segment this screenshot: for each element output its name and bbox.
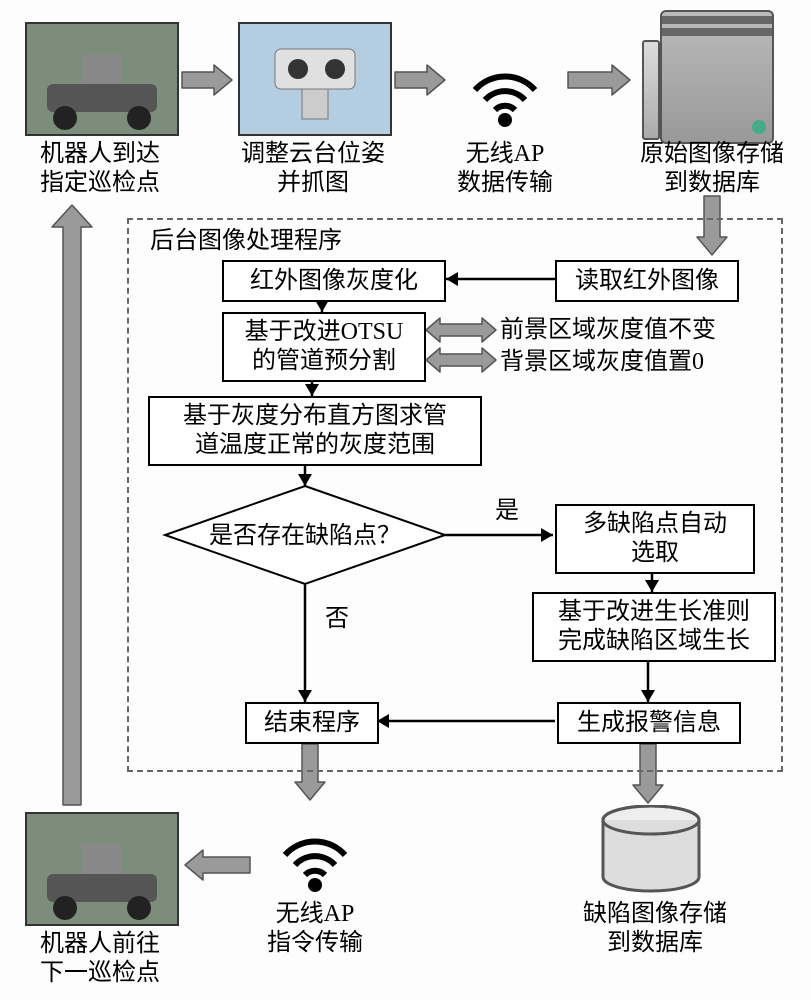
box-end: 结束程序 <box>245 702 379 744</box>
icon-wifi-bottom <box>260 800 370 895</box>
icon-db <box>596 805 706 895</box>
lbl-wifi-bottom: 无线AP 指令传输 <box>255 900 375 958</box>
lbl-ptz: 调整云台位姿 并抓图 <box>228 140 398 198</box>
photo-robot-next <box>25 812 179 926</box>
txt-otsu: 基于改进OTSU 的管道预分割 <box>245 318 404 376</box>
box-multi: 多缺陷点自动 选取 <box>555 504 755 574</box>
lbl-wifi-top: 无线AP 数据传输 <box>448 140 562 198</box>
box-hist: 基于灰度分布直方图求管 道温度正常的灰度范围 <box>148 396 482 466</box>
otsu-note-bg: 背景区域灰度值置0 <box>500 348 704 377</box>
lbl-store-raw: 原始图像存储 到数据库 <box>622 140 802 198</box>
txt-end: 结束程序 <box>264 709 360 738</box>
box-grow: 基于改进生长准则 完成缺陷区域生长 <box>532 592 776 662</box>
photo-ptz <box>238 22 392 136</box>
lbl-yes: 是 <box>495 497 519 526</box>
txt-read: 读取红外图像 <box>575 267 719 296</box>
txt-gray: 红外图像灰度化 <box>250 267 418 296</box>
decision-text: 是否存在缺陷点？ <box>175 522 435 551</box>
lbl-no: 否 <box>325 605 349 634</box>
box-alarm: 生成报警信息 <box>557 702 741 744</box>
lbl-robot-arrive: 机器人到达 指定巡检点 <box>25 140 175 198</box>
otsu-note-fg: 前景区域灰度值不变 <box>500 316 716 345</box>
txt-multi: 多缺陷点自动 选取 <box>583 510 727 568</box>
box-read: 读取红外图像 <box>555 260 739 302</box>
icon-wifi-top <box>450 35 560 130</box>
txt-grow: 基于改进生长准则 完成缺陷区域生长 <box>558 598 750 656</box>
lbl-db: 缺陷图像存储 到数据库 <box>570 900 740 958</box>
box-gray: 红外图像灰度化 <box>222 260 446 302</box>
box-otsu: 基于改进OTSU 的管道预分割 <box>222 312 426 382</box>
photo-robot-arrive <box>25 22 179 136</box>
lbl-robot-next: 机器人前往 下一巡检点 <box>25 930 175 988</box>
txt-hist: 基于灰度分布直方图求管 道温度正常的灰度范围 <box>183 402 447 460</box>
icon-server <box>660 10 774 144</box>
txt-alarm: 生成报警信息 <box>577 709 721 738</box>
proc-title: 后台图像处理程序 <box>150 227 342 256</box>
